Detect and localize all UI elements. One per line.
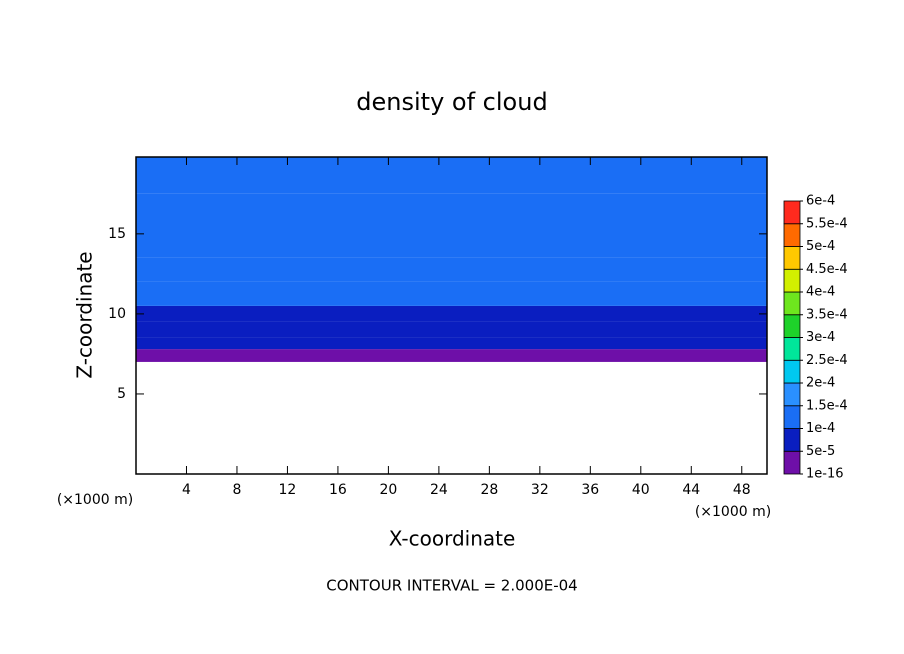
colorbar-label: 3e-4 <box>806 330 835 345</box>
colorbar-label: 4e-4 <box>806 285 835 300</box>
colorbar-label: 1e-16 <box>806 467 844 482</box>
colorbar-segment <box>783 314 801 338</box>
contour-band <box>136 193 767 258</box>
contour-band <box>136 337 767 350</box>
colorbar-label: 6e-4 <box>806 194 835 209</box>
x-tick-label: 16 <box>329 482 347 498</box>
chart-title: density of cloud <box>356 88 547 116</box>
contour-band <box>136 157 767 194</box>
colorbar-segment <box>783 268 801 293</box>
contour-band <box>136 349 767 362</box>
plot-frame <box>135 156 768 475</box>
colorbar: 1e-16 5e-5 1e-4 1.5e-4 2e-4 2.5e-4 3e-4 3.5e-4 4… <box>783 194 848 482</box>
x-unit-label: (×1000 m) <box>695 504 771 520</box>
colorbar-label: 1.5e-4 <box>806 398 848 413</box>
colorbar-segment <box>783 200 801 225</box>
colorbar-segment <box>783 450 801 475</box>
x-tick-label: 44 <box>682 482 700 498</box>
colorbar-label: 5.5e-4 <box>806 216 848 231</box>
x-tick-label: 4 <box>182 482 191 498</box>
y-tick-label: 10 <box>108 306 126 322</box>
footer-note: CONTOUR INTERVAL = 2.000E-04 <box>326 577 577 595</box>
x-tick-label: 24 <box>430 482 448 498</box>
contour-band <box>136 305 767 322</box>
colorbar-segment <box>783 246 801 270</box>
colorbar-label: 5e-5 <box>806 444 835 459</box>
x-tick-label: 40 <box>632 482 650 498</box>
x-tick-label: 48 <box>733 482 751 498</box>
colorbar-label: 4.5e-4 <box>806 262 848 277</box>
x-tick-label: 12 <box>279 482 297 498</box>
colorbar-segment <box>783 405 801 429</box>
colorbar-label: 2.5e-4 <box>806 353 848 368</box>
contour-band <box>136 257 767 282</box>
x-unit-label: (×1000 m) <box>57 492 133 508</box>
contour-band <box>136 281 767 306</box>
colorbar-segment <box>783 428 801 452</box>
colorbar-label: 3.5e-4 <box>806 307 848 322</box>
colorbar-segment <box>783 359 801 384</box>
colorbar-label: 5e-4 <box>806 239 835 254</box>
contour-band <box>136 321 767 338</box>
y-axis-label: Z-coordinate <box>73 251 97 378</box>
colorbar-segment <box>783 382 801 407</box>
colorbar-segment <box>783 291 801 316</box>
colorbar-segment <box>783 223 801 247</box>
x-tick-label: 32 <box>531 482 549 498</box>
colorbar-label: 1e-4 <box>806 421 835 436</box>
x-tick-label: 20 <box>379 482 397 498</box>
y-tick-label: 5 <box>117 386 126 402</box>
x-tick-label: 36 <box>581 482 599 498</box>
x-tick-label: 28 <box>480 482 498 498</box>
y-tick-label: 15 <box>108 226 126 242</box>
colorbar-label: 2e-4 <box>806 376 835 391</box>
x-tick-label: 8 <box>232 482 241 498</box>
x-axis-label: X-coordinate <box>389 527 516 551</box>
colorbar-segment <box>783 337 801 361</box>
